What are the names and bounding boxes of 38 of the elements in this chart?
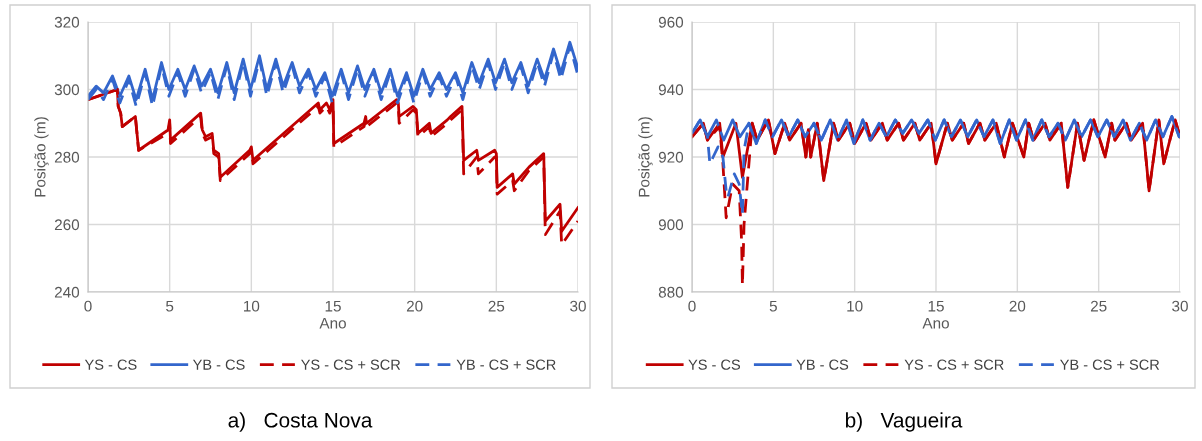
x-tick-label: 30 [570, 300, 586, 312]
y-tick-label: 320 [54, 16, 80, 28]
y-tick-label: 880 [658, 286, 684, 298]
x-tick-label: 10 [244, 300, 260, 312]
x-tick-label: 0 [688, 300, 696, 312]
x-tick-label: 0 [84, 300, 92, 312]
x-tick-label: 5 [769, 300, 777, 312]
x-axis-title: Ano [319, 317, 346, 329]
x-tick-label: 30 [1172, 300, 1188, 312]
y-tick-label: 260 [54, 219, 80, 231]
x-tick-label: 25 [1090, 300, 1107, 312]
y-tick-label: 940 [658, 84, 684, 96]
y-tick-label: 300 [54, 84, 80, 96]
x-tick-label: 25 [488, 300, 505, 312]
x-tick-label: 10 [847, 300, 863, 312]
x-tick-label: 20 [406, 300, 423, 312]
y-tick-label: 240 [54, 286, 80, 298]
y-tick-label: 280 [54, 151, 80, 163]
x-tick-label: 5 [166, 300, 174, 312]
x-tick-label: 15 [928, 300, 944, 312]
legend-label: YS - CS [688, 359, 741, 370]
x-tick-label: 15 [325, 300, 341, 312]
text: a) Costa Nova [228, 412, 373, 432]
legend-label: YS - CS + SCR [301, 359, 401, 370]
y-axis-title: Posição (m) [34, 117, 49, 197]
y-tick-label: 900 [658, 219, 684, 231]
legend-label: YS - CS + SCR [904, 359, 1004, 370]
y-tick-label: 960 [658, 16, 684, 28]
legend-label: YB - CS + SCR [1060, 359, 1160, 370]
legend-label: YB - CS + SCR [456, 359, 556, 370]
legend-label: YB - CS [796, 359, 849, 370]
x-axis-title: Ano [922, 317, 949, 329]
legend-label: YS - CS [84, 359, 137, 370]
x-tick-label: 20 [1009, 300, 1026, 312]
text: b) Vagueira [845, 412, 963, 432]
y-tick-label: 920 [658, 151, 684, 163]
legend-label: YB - CS [192, 359, 245, 370]
y-axis-title: Posição (m) [638, 117, 653, 197]
